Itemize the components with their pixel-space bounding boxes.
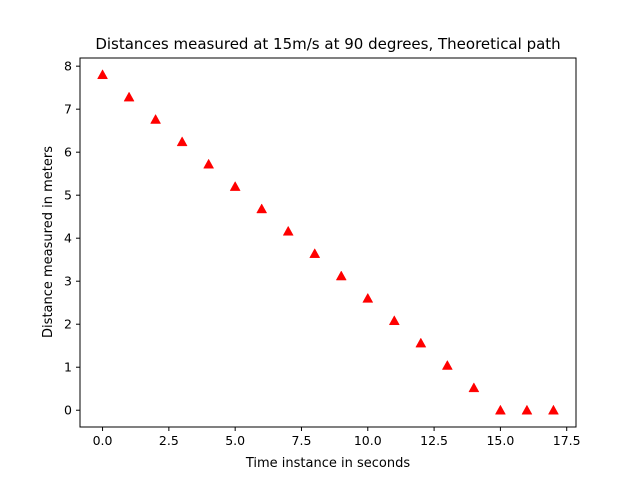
chart-title: Distances measured at 15m/s at 90 degree… <box>95 35 560 53</box>
axes-frame <box>79 57 577 428</box>
x-tick-label: 10.0 <box>354 433 382 448</box>
y-tick-label: 2 <box>64 317 72 332</box>
y-axis: 0 1 2 3 4 5 6 7 8 <box>64 59 80 418</box>
x-tick-label: 17.5 <box>553 433 581 448</box>
x-tick-label: 12.5 <box>420 433 448 448</box>
data-point <box>309 248 321 258</box>
x-tick-label: 0.0 <box>93 433 113 448</box>
data-point <box>388 315 400 326</box>
data-point <box>468 382 480 393</box>
data-point <box>150 113 162 124</box>
x-axis-label: Time instance in seconds <box>245 456 410 471</box>
data-point <box>362 292 374 303</box>
data-point <box>335 270 347 281</box>
data-point <box>123 91 135 102</box>
x-tick-label: 5.0 <box>225 433 245 448</box>
data-point <box>229 181 241 191</box>
data-point <box>441 359 453 370</box>
data-point <box>521 404 533 415</box>
y-tick-label: 1 <box>64 360 72 375</box>
y-tick-label: 7 <box>64 102 72 117</box>
plot-area <box>79 57 577 428</box>
x-tick-label: 2.5 <box>159 433 179 448</box>
data-point <box>256 203 268 214</box>
data-point <box>494 404 506 415</box>
y-tick-label: 8 <box>64 59 72 74</box>
y-tick-label: 6 <box>64 145 72 160</box>
y-tick-label: 5 <box>64 188 72 203</box>
data-point <box>548 404 559 415</box>
data-point <box>97 69 108 80</box>
y-tick-label: 3 <box>64 274 72 289</box>
data-point <box>282 225 294 236</box>
y-tick-label: 0 <box>64 403 72 418</box>
x-tick-label: 7.5 <box>292 433 312 448</box>
data-series <box>97 69 559 415</box>
data-point <box>203 158 215 169</box>
y-axis-label: Distance measured in meters <box>41 146 56 338</box>
data-point <box>415 337 427 348</box>
y-tick-label: 4 <box>64 231 72 246</box>
x-tick-label: 15.0 <box>486 433 514 448</box>
data-point <box>176 136 188 147</box>
x-axis: 0.0 2.5 5.0 7.5 10.0 12.5 15.0 17.5 <box>93 427 581 448</box>
